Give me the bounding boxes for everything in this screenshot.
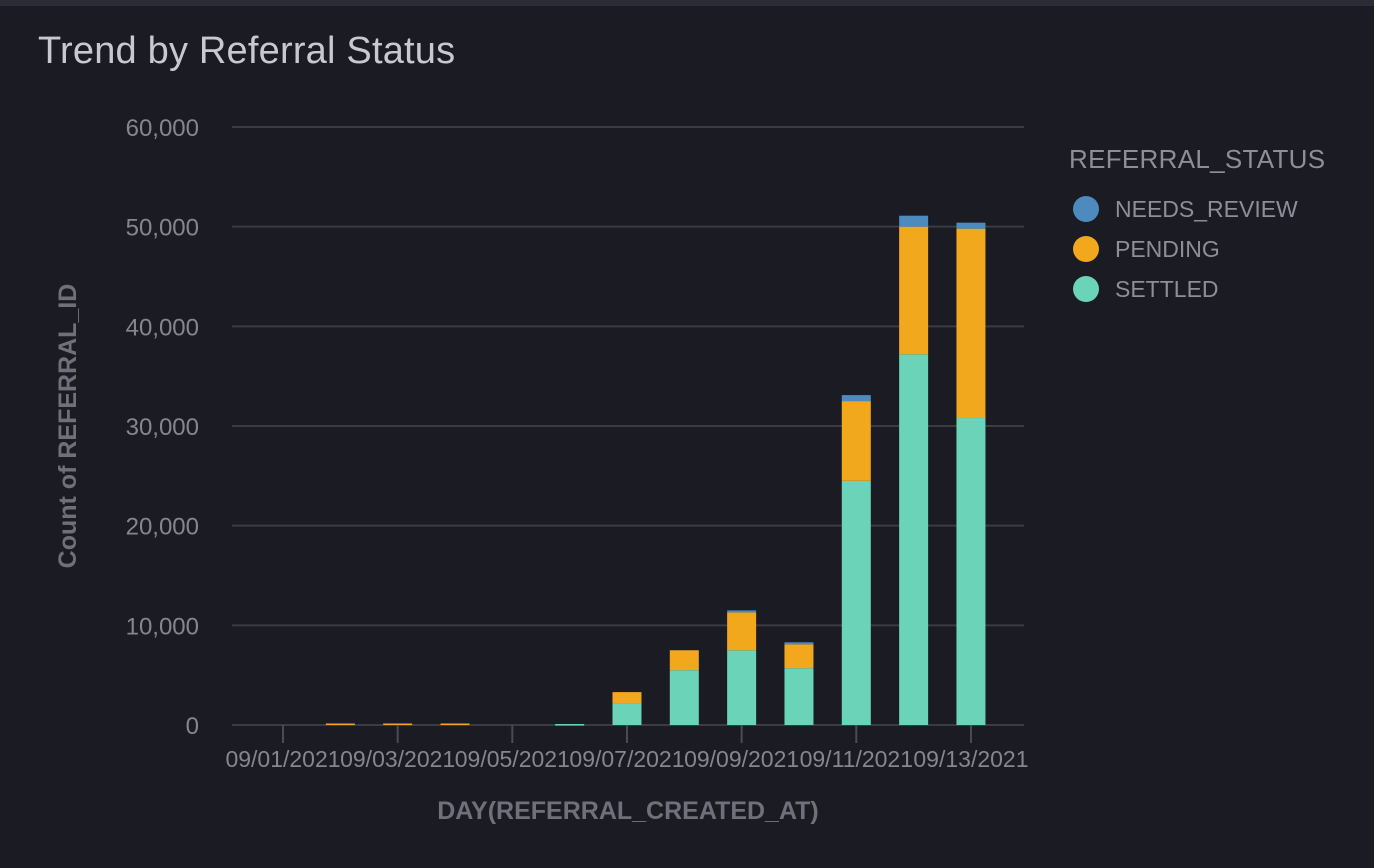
legend-title: REFERRAL_STATUS xyxy=(1069,144,1326,174)
bar-pending[interactable] xyxy=(899,226,929,355)
y-tick-label: 30,000 xyxy=(126,414,199,441)
bar-needs-review[interactable] xyxy=(784,642,814,645)
legend-item-pending[interactable]: PENDING xyxy=(1069,229,1325,269)
legend-item-needs-review[interactable]: NEEDS_REVIEW xyxy=(1069,189,1325,229)
legend-label: PENDING xyxy=(1115,235,1220,262)
chart-title: Trend by Referral Status xyxy=(38,30,456,72)
bar-pending[interactable] xyxy=(784,644,814,669)
x-tick-label: 09/03/2021 xyxy=(340,746,455,772)
circle-icon xyxy=(1073,196,1099,222)
x-tick-label: 09/13/2021 xyxy=(913,746,1028,772)
y-tick-label: 60,000 xyxy=(126,115,199,142)
bar-pending[interactable] xyxy=(612,692,642,704)
y-tick-label: 10,000 xyxy=(126,613,199,640)
grid-lines xyxy=(232,126,1024,726)
bar-settled[interactable] xyxy=(899,354,929,725)
legend-item-settled[interactable]: SETTLED xyxy=(1069,269,1325,309)
bar-needs-review[interactable] xyxy=(956,222,986,229)
legend-label: NEEDS_REVIEW xyxy=(1115,195,1298,222)
bar-pending[interactable] xyxy=(727,612,757,651)
x-tick-label: 09/01/2021 xyxy=(225,746,340,772)
y-axis-label: Count of REFERRAL_ID xyxy=(54,284,82,569)
y-tick-label: 40,000 xyxy=(126,314,199,341)
circle-icon xyxy=(1073,236,1099,262)
bar-settled[interactable] xyxy=(784,668,814,725)
y-axis-ticks: 0 10,000 20,000 30,000 40,000 50,000 60,000 xyxy=(126,115,199,740)
x-tick-label: 09/11/2021 xyxy=(800,746,913,772)
y-tick-label: 20,000 xyxy=(126,514,199,541)
x-tick-label: 09/07/2021 xyxy=(569,746,684,772)
bar-needs-review[interactable] xyxy=(841,395,871,402)
bar-pending[interactable] xyxy=(956,228,986,419)
bar-needs-review[interactable] xyxy=(899,215,929,227)
bars xyxy=(325,215,986,726)
bar-pending[interactable] xyxy=(841,401,871,481)
legend: REFERRAL_STATUS NEEDS_REVIEW PENDING SET… xyxy=(1069,144,1325,309)
bar-pending[interactable] xyxy=(325,723,355,726)
bar-settled[interactable] xyxy=(669,670,699,725)
bar-settled[interactable] xyxy=(727,650,757,725)
x-tick-label: 09/09/2021 xyxy=(684,746,799,772)
bar-settled[interactable] xyxy=(612,703,642,725)
bar-settled[interactable] xyxy=(555,724,585,726)
circle-icon xyxy=(1073,276,1099,302)
y-tick-label: 0 xyxy=(186,713,199,740)
top-border xyxy=(0,0,1374,6)
bar-needs-review[interactable] xyxy=(727,610,757,613)
bar-pending[interactable] xyxy=(669,650,699,671)
legend-label: SETTLED xyxy=(1115,275,1219,302)
x-tick-label: 09/05/2021 xyxy=(455,746,570,772)
bar-pending[interactable] xyxy=(383,723,413,726)
y-tick-label: 50,000 xyxy=(126,215,199,242)
bar-pending[interactable] xyxy=(440,723,470,726)
bar-settled[interactable] xyxy=(841,480,871,725)
x-axis: 09/01/2021 09/03/2021 09/05/2021 09/07/2021… xyxy=(225,725,1029,772)
bar-settled[interactable] xyxy=(956,418,986,725)
x-axis-label: DAY(REFERRAL_CREATED_AT) xyxy=(437,797,819,825)
